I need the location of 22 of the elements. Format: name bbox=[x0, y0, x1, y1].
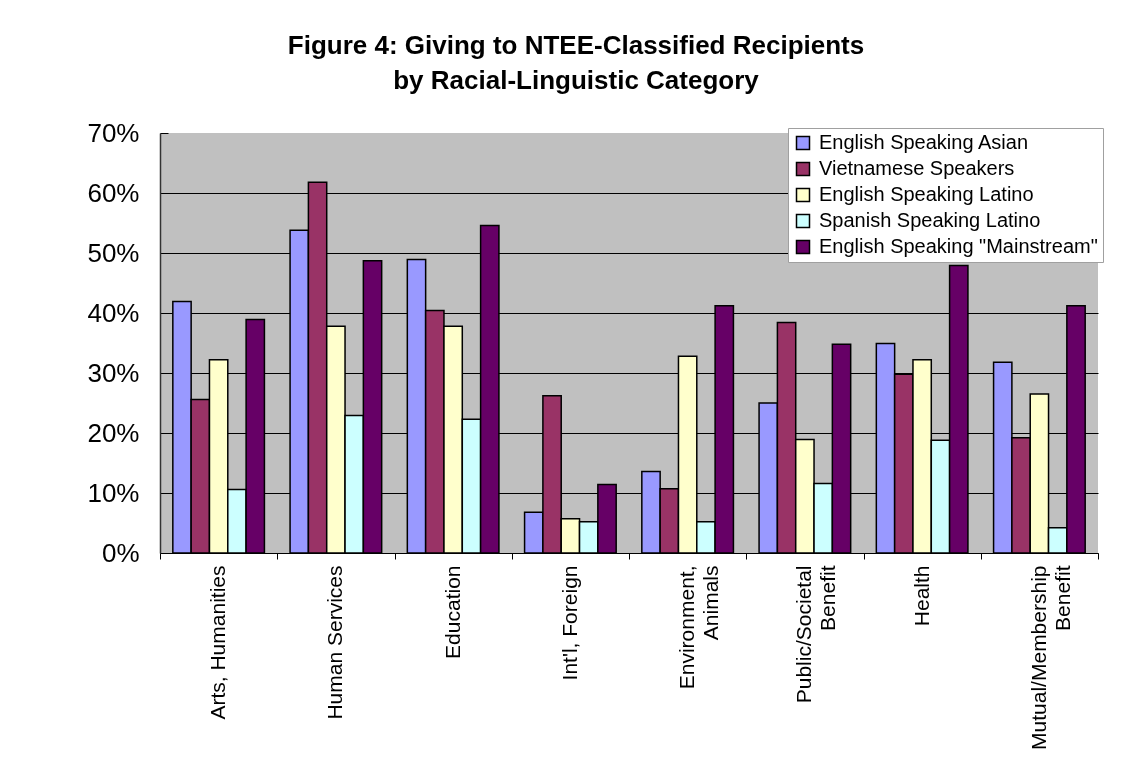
y-tick-label: 60% bbox=[87, 177, 140, 208]
x-tick-label: Public/Societal Benefit bbox=[792, 565, 840, 704]
x-tick-label: Human Services bbox=[323, 565, 347, 720]
x-tick-label: Health bbox=[909, 565, 933, 627]
legend-label: Vietnamese Speakers bbox=[819, 157, 1015, 179]
legend-label: Spanish Speaking Latino bbox=[819, 209, 1041, 231]
chart-title: Figure 4: Giving to NTEE-Classified Recipients by Racial-Linguistic Category bbox=[287, 30, 865, 95]
y-tick-label: 50% bbox=[87, 237, 140, 268]
x-tick-label: Education bbox=[440, 565, 464, 659]
y-tick-label: 10% bbox=[87, 477, 140, 508]
y-tick-label: 30% bbox=[87, 357, 140, 388]
y-tick-label: 0% bbox=[101, 537, 140, 568]
x-tick-label: Mutual/Membership Benefit bbox=[1026, 565, 1074, 750]
y-tick-label: 20% bbox=[87, 417, 140, 448]
y-tick-label: 70% bbox=[87, 117, 140, 148]
x-tick-label: Environment, Animals bbox=[675, 565, 723, 690]
legend-label: English Speaking Asian bbox=[819, 131, 1029, 153]
x-tick-label: Int'l, Foreign bbox=[557, 565, 581, 681]
y-tick-label: 40% bbox=[87, 297, 140, 328]
legend-label: English Speaking Latino bbox=[819, 183, 1034, 205]
x-tick-label: Arts, Humanities bbox=[206, 565, 230, 720]
legend-label: English Speaking "Mainstream" bbox=[819, 235, 1098, 257]
